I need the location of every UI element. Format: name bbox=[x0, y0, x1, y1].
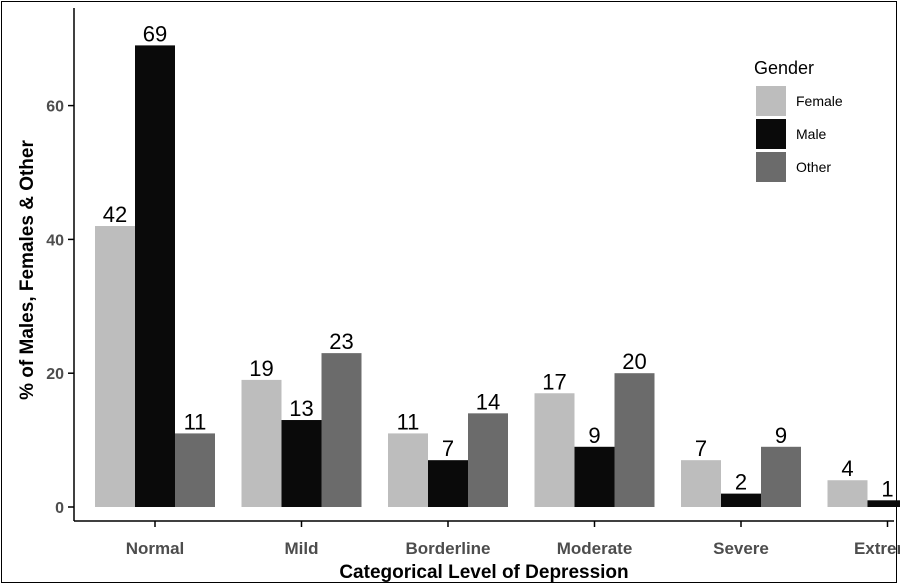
legend-title: Gender bbox=[754, 58, 814, 78]
y-tick-label: 0 bbox=[55, 500, 64, 517]
x-tick-label: Normal bbox=[126, 539, 185, 558]
bar-other bbox=[615, 373, 655, 507]
bar-female bbox=[95, 226, 135, 507]
x-tick-label: Mild bbox=[285, 539, 319, 558]
bar-value-label: 7 bbox=[442, 436, 454, 461]
bar-other bbox=[468, 413, 508, 507]
y-tick-label: 40 bbox=[46, 232, 64, 249]
x-tick-label: Moderate bbox=[557, 539, 633, 558]
bar-other bbox=[175, 433, 215, 507]
bar-female bbox=[828, 480, 868, 507]
bar-value-label: 11 bbox=[397, 409, 420, 434]
y-ticks-group: 0 20 40 60 bbox=[46, 99, 74, 517]
bar-value-label: 20 bbox=[622, 349, 646, 374]
y-tick-label: 20 bbox=[46, 366, 64, 383]
legend-label-male: Male bbox=[796, 126, 827, 142]
legend-label-other: Other bbox=[796, 159, 831, 175]
bar-female bbox=[681, 460, 721, 507]
bar-value-label: 4 bbox=[841, 456, 853, 481]
bar-value-label: 23 bbox=[329, 329, 353, 354]
bar-value-label: 7 bbox=[695, 436, 707, 461]
legend-key-other bbox=[756, 152, 786, 182]
legend-label-female: Female bbox=[796, 93, 843, 109]
legend-key-male bbox=[756, 119, 786, 149]
bar-female bbox=[242, 380, 282, 507]
legend: Gender Female Male Other bbox=[754, 58, 843, 182]
bar-value-label: 1 bbox=[881, 476, 893, 501]
x-tick-label: Extreme bbox=[854, 539, 900, 558]
bar-male bbox=[282, 420, 322, 507]
bar-other bbox=[322, 353, 362, 507]
bar-male bbox=[135, 45, 175, 507]
bar-other bbox=[761, 447, 801, 507]
x-axis-title: Categorical Level of Depression bbox=[339, 562, 628, 583]
bar-value-label: 42 bbox=[103, 202, 127, 227]
bar-value-label: 69 bbox=[143, 21, 167, 46]
x-ticks-group: Normal Mild Borderline Moderate Severe Extrem… bbox=[126, 521, 900, 558]
x-tick-label: Borderline bbox=[405, 539, 490, 558]
y-axis-title: % of Males, Females & Other bbox=[17, 140, 38, 400]
bar-female bbox=[388, 433, 428, 507]
bar-value-label: 17 bbox=[542, 369, 566, 394]
bar-male bbox=[721, 494, 761, 507]
bar-value-label: 9 bbox=[775, 423, 787, 448]
bar-value-label: 13 bbox=[289, 396, 313, 421]
bar-value-label: 9 bbox=[588, 423, 600, 448]
bar-value-label: 14 bbox=[476, 389, 500, 414]
bar-male bbox=[868, 500, 900, 507]
bar-value-label: 2 bbox=[735, 470, 747, 495]
bar-female bbox=[535, 393, 575, 507]
x-tick-label: Severe bbox=[713, 539, 769, 558]
bar-male bbox=[575, 447, 615, 507]
legend-key-female bbox=[756, 86, 786, 116]
y-tick-label: 60 bbox=[46, 99, 64, 116]
bar-value-label: 19 bbox=[249, 356, 273, 381]
bar-value-label: 11 bbox=[184, 409, 207, 434]
bar-male bbox=[428, 460, 468, 507]
